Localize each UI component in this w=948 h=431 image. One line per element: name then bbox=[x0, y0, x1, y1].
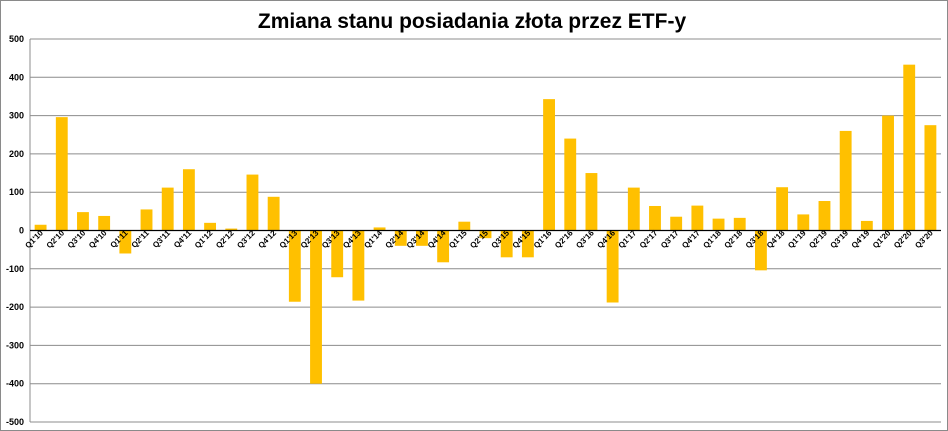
y-tick-label: 100 bbox=[9, 187, 24, 197]
bar bbox=[500, 230, 513, 258]
x-tick-label: Q2'16 bbox=[553, 228, 575, 250]
bar bbox=[34, 224, 47, 231]
bar bbox=[818, 201, 831, 231]
y-tick-label: -500 bbox=[6, 417, 24, 427]
y-axis-ticks: 500 400 300 200 100 0 -100 -200 -300 -400 -500 bbox=[6, 34, 24, 427]
y-tick-label: -300 bbox=[6, 340, 24, 350]
x-tick-label: Q2'12 bbox=[214, 228, 236, 250]
x-tick-label: Q2'17 bbox=[638, 228, 660, 250]
bar bbox=[77, 212, 89, 231]
bar bbox=[458, 221, 471, 231]
x-tick-label: Q3'19 bbox=[829, 228, 851, 250]
gridlines bbox=[29, 38, 941, 423]
x-tick-label: Q2'19 bbox=[807, 228, 829, 250]
bar bbox=[924, 125, 937, 231]
x-tick-label: Q3'20 bbox=[913, 228, 935, 250]
bar bbox=[246, 174, 259, 231]
bar bbox=[606, 230, 619, 303]
x-tick-label: Q1'14 bbox=[362, 228, 384, 250]
bar bbox=[521, 230, 534, 258]
bar bbox=[712, 218, 725, 231]
bar bbox=[839, 130, 852, 231]
x-tick-label: Q1'12 bbox=[193, 228, 215, 250]
x-tick-label: Q2'11 bbox=[130, 228, 152, 250]
x-tick-label: Q2'20 bbox=[892, 228, 914, 250]
bar bbox=[394, 230, 407, 246]
bar bbox=[161, 187, 174, 231]
x-tick-label: Q4'17 bbox=[680, 228, 702, 250]
bar bbox=[649, 205, 661, 231]
bar bbox=[776, 187, 789, 231]
y-tick-label: -400 bbox=[6, 379, 24, 389]
bar bbox=[416, 230, 428, 246]
bar bbox=[182, 169, 195, 231]
bar bbox=[204, 222, 217, 231]
bar bbox=[479, 230, 492, 239]
x-tick-label: Q1'15 bbox=[447, 228, 469, 250]
y-tick-label: 500 bbox=[9, 34, 24, 44]
y-tick-label: -100 bbox=[6, 264, 24, 274]
bar bbox=[437, 230, 450, 263]
bar bbox=[691, 205, 704, 231]
x-axis-ticks: Q1'10 Q2'10 Q3'10 Q4'10 Q1'11 Q2'11 Q3'11 Q4'11… bbox=[23, 228, 935, 250]
bar bbox=[352, 230, 365, 301]
bar bbox=[267, 196, 280, 231]
x-tick-label: Q3'17 bbox=[659, 228, 681, 250]
x-tick-label: Q1'18 bbox=[701, 228, 723, 250]
bar bbox=[627, 187, 640, 231]
bar bbox=[882, 115, 894, 231]
y-tick-label: 200 bbox=[9, 149, 24, 159]
x-tick-label: Q4'19 bbox=[850, 228, 872, 250]
x-tick-label: Q2'10 bbox=[45, 228, 67, 250]
bar bbox=[754, 230, 767, 271]
x-tick-label: Q4'11 bbox=[172, 228, 194, 250]
bar bbox=[98, 215, 111, 231]
bar bbox=[670, 216, 683, 231]
x-tick-label: Q4'10 bbox=[87, 228, 109, 250]
x-tick-label: Q4'18 bbox=[765, 228, 787, 250]
y-tick-label: 300 bbox=[9, 111, 24, 121]
x-tick-label: Q1'10 bbox=[23, 228, 45, 250]
x-tick-label: Q1'19 bbox=[786, 228, 808, 250]
bar bbox=[225, 228, 238, 231]
x-tick-label: Q1'20 bbox=[871, 228, 893, 250]
bar bbox=[903, 64, 916, 231]
bar bbox=[585, 173, 598, 231]
bar bbox=[288, 230, 301, 302]
bar bbox=[331, 230, 344, 278]
x-tick-label: Q1'17 bbox=[617, 228, 639, 250]
bar bbox=[140, 209, 153, 231]
bar bbox=[373, 227, 386, 231]
x-tick-label: Q4'12 bbox=[256, 228, 278, 250]
bar bbox=[797, 214, 810, 231]
chart-title: Zmiana stanu posiadania złota przez ETF-… bbox=[258, 10, 687, 33]
x-tick-label: Q1'16 bbox=[532, 228, 554, 250]
y-tick-label: -200 bbox=[6, 302, 24, 312]
bar bbox=[733, 217, 746, 231]
x-tick-label: Q3'11 bbox=[151, 228, 173, 250]
bar bbox=[564, 138, 577, 231]
y-tick-label: 0 bbox=[19, 226, 24, 236]
x-tick-label: Q3'12 bbox=[235, 228, 257, 250]
bar bbox=[543, 99, 555, 231]
bar bbox=[860, 220, 873, 231]
bar bbox=[310, 230, 322, 384]
bar bbox=[119, 230, 132, 254]
bars bbox=[34, 64, 937, 384]
y-tick-label: 400 bbox=[9, 72, 24, 82]
x-tick-label: Q3'16 bbox=[574, 228, 596, 250]
x-tick-label: Q2'18 bbox=[723, 228, 745, 250]
x-tick-label: Q3'10 bbox=[66, 228, 88, 250]
bar bbox=[55, 117, 68, 231]
